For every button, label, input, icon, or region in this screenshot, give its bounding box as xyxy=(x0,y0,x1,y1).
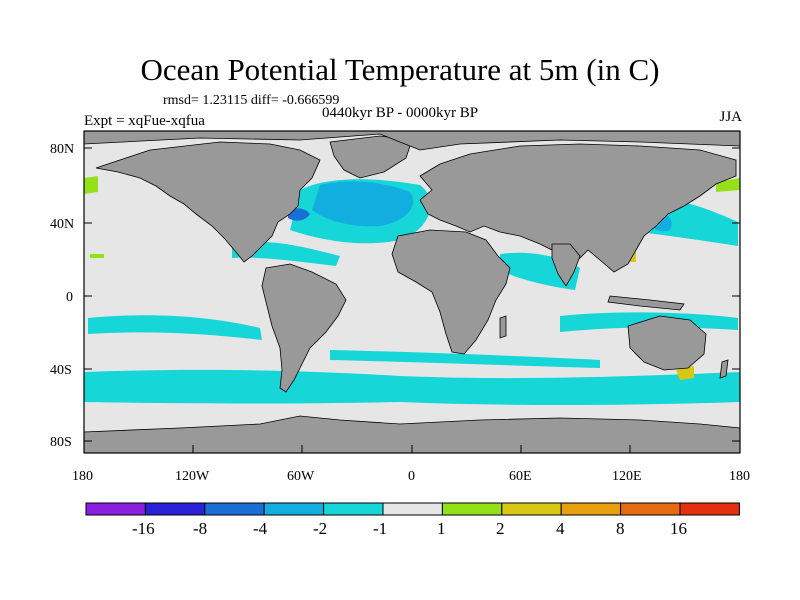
y-tick-40s: 40S xyxy=(50,363,72,378)
y-tick-40n: 40N xyxy=(50,217,74,232)
ocean-anomalies xyxy=(84,176,740,405)
india xyxy=(551,243,581,287)
period-label: 0440kyr BP - 0000kyr BP xyxy=(322,105,479,121)
page-title: Ocean Potential Temperature at 5m (in C) xyxy=(140,52,660,87)
colorbar-box xyxy=(441,502,503,516)
colorbar-box xyxy=(144,502,206,516)
warm-patch-aus xyxy=(676,366,694,380)
x-tick-180e: 180 xyxy=(729,469,750,484)
colorbar-label: -2 xyxy=(313,519,327,538)
madagascar xyxy=(499,315,507,339)
southern-ocean-band xyxy=(84,369,740,405)
x-axis xyxy=(192,445,631,453)
north-atlantic-deep xyxy=(288,208,310,221)
map-panel: 80N 40N 0 40S 80S 180 120W 60W 0 60E 120… xyxy=(50,130,750,484)
pacific-band xyxy=(88,315,262,340)
land-masses xyxy=(83,130,741,454)
colorbar-box xyxy=(382,502,443,516)
x-tick-120w: 120W xyxy=(175,469,210,484)
colorbar-label: 16 xyxy=(670,519,687,538)
colorbar-box xyxy=(85,502,146,516)
colorbar-label: 4 xyxy=(556,519,565,538)
experiment-label: Expt = xqFue-xqfua xyxy=(84,113,205,129)
colorbar-label: 1 xyxy=(437,519,446,538)
warm-patch-nw xyxy=(84,176,98,194)
colorbar-box xyxy=(501,502,562,516)
new-zealand xyxy=(719,359,729,379)
colorbar-box xyxy=(620,502,681,516)
north-america xyxy=(95,141,321,263)
colorbar-label: -16 xyxy=(132,519,155,538)
warm-patch-pacific xyxy=(90,254,104,258)
colorbar-label: 8 xyxy=(616,519,625,538)
x-tick-60e: 60E xyxy=(509,469,532,484)
colorbar-box xyxy=(263,502,325,516)
southern-ocean-band-2 xyxy=(330,350,600,368)
colorbar-box xyxy=(560,502,622,516)
colorbar-label: 2 xyxy=(496,519,505,538)
stats-line: rmsd= 1.23115 diff= -0.666599 xyxy=(163,93,340,108)
colorbar-labels: -16 -8 -4 -2 -1 1 2 4 8 16 xyxy=(132,519,687,538)
x-tick-180w: 180 xyxy=(72,469,93,484)
x-tick-120e: 120E xyxy=(612,469,642,484)
y-tick-0: 0 xyxy=(66,290,73,305)
x-tick-60w: 60W xyxy=(287,469,315,484)
colorbar xyxy=(85,502,740,516)
colorbar-box xyxy=(679,502,740,516)
north-atlantic-blue xyxy=(312,181,414,227)
y-tick-80n: 80N xyxy=(50,142,74,157)
africa xyxy=(391,229,511,355)
colorbar-label: -4 xyxy=(253,519,268,538)
colorbar-label: -8 xyxy=(193,519,207,538)
australia xyxy=(627,315,707,371)
colorbar-box xyxy=(204,502,265,516)
x-tick-0: 0 xyxy=(408,469,415,484)
y-axis xyxy=(84,147,740,442)
eurasia xyxy=(419,143,737,273)
colorbar-box xyxy=(323,502,384,516)
south-america xyxy=(261,263,347,393)
y-tick-80s: 80S xyxy=(50,435,72,450)
indonesia xyxy=(607,295,685,311)
season-label: JJA xyxy=(719,109,742,125)
colorbar-label: -1 xyxy=(373,519,387,538)
